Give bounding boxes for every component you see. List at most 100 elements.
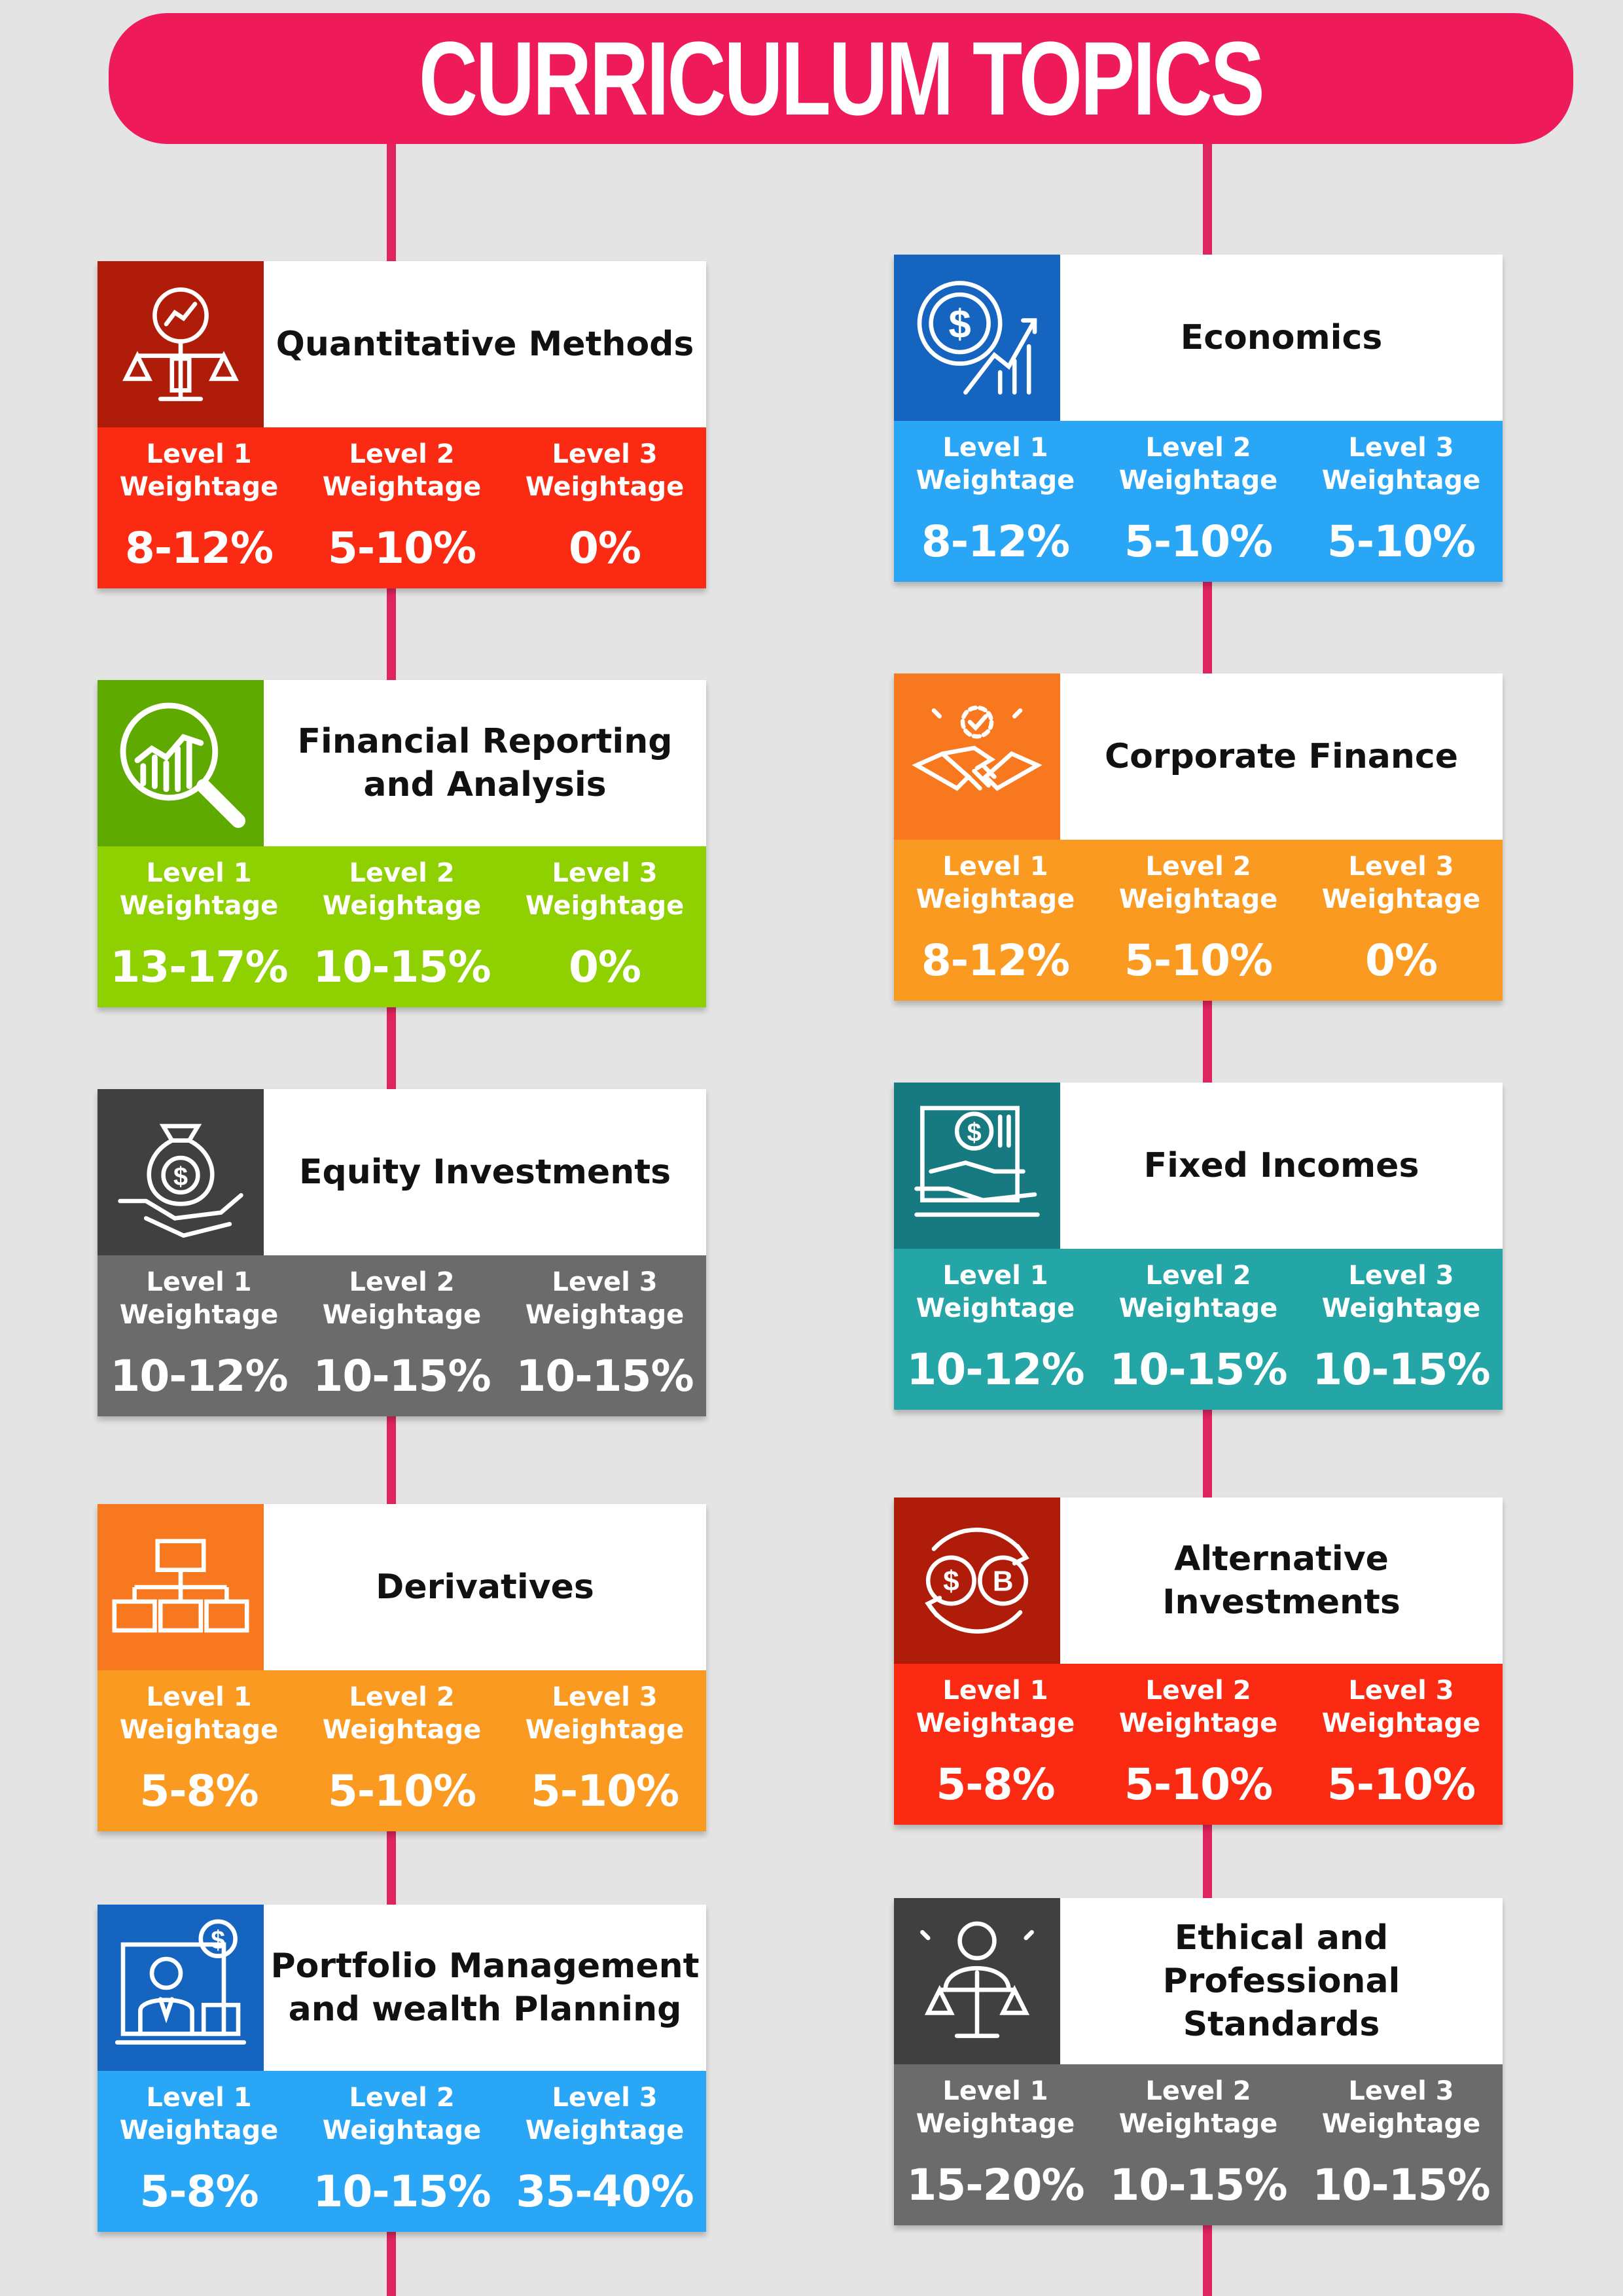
level-2-weightage: 5-10%	[1124, 1759, 1273, 1810]
level-3-column: Level 3 Weightage 10-15%	[1300, 1249, 1503, 1410]
topic-title: Portfolio Management and wealth Planning	[270, 1946, 700, 2029]
level-3-weightage: 0%	[568, 523, 641, 573]
svg-text:$: $	[943, 1565, 959, 1597]
topic-title: Equity Investments	[298, 1153, 671, 1192]
level-1-weightage: 5-8%	[139, 2166, 259, 2217]
level-1-column: Level 1 Weightage 5-8%	[894, 1664, 1097, 1825]
topic-card-header: Quantitative Methods	[98, 261, 706, 427]
level-1-label: Level 1 Weightage	[119, 2083, 279, 2145]
hierarchy-icon	[98, 1504, 264, 1670]
topic-title: Corporate Finance	[1104, 737, 1458, 776]
dollar-growth-icon: $	[894, 255, 1060, 421]
weightage-band: Level 1 Weightage 8-12% Level 2 Weightag…	[894, 840, 1503, 1001]
topic-card-header: $ Equity Investments	[98, 1089, 706, 1255]
level-1-label: Level 1 Weightage	[916, 2076, 1075, 2139]
topic-title: Derivatives	[376, 1568, 594, 1607]
level-2-column: Level 2 Weightage 10-15%	[300, 1255, 503, 1416]
topic-card-header: $ Fixed Incomes	[894, 1083, 1503, 1249]
level-2-label: Level 2 Weightage	[322, 2083, 482, 2145]
magnifier-chart-icon	[98, 680, 264, 846]
level-1-column: Level 1 Weightage 10-12%	[894, 1249, 1097, 1410]
topic-card: $ B Alternative Investments Level 1 Weig…	[894, 1498, 1503, 1825]
level-3-label: Level 3 Weightage	[1321, 2076, 1481, 2139]
level-2-column: Level 2 Weightage 10-15%	[300, 846, 503, 1007]
level-2-label: Level 2 Weightage	[322, 439, 482, 502]
level-1-weightage: 8-12%	[921, 935, 1070, 986]
level-3-column: Level 3 Weightage 0%	[503, 846, 706, 1007]
topic-card: Financial Reporting and Analysis Level 1…	[98, 680, 706, 1007]
topic-title: Financial Reporting and Analysis	[297, 722, 673, 804]
svg-text:$: $	[173, 1162, 188, 1191]
level-1-label: Level 1 Weightage	[916, 1676, 1075, 1738]
level-2-column: Level 2 Weightage 5-10%	[1097, 421, 1300, 582]
level-3-label: Level 3 Weightage	[525, 1267, 685, 1330]
money-bag-hand-icon: $	[98, 1089, 264, 1255]
level-1-label: Level 1 Weightage	[119, 858, 279, 921]
level-3-label: Level 3 Weightage	[525, 858, 685, 921]
level-1-weightage: 15-20%	[906, 2160, 1084, 2210]
handshake-icon	[894, 673, 1060, 840]
level-3-column: Level 3 Weightage 0%	[1300, 840, 1503, 1001]
level-3-column: Level 3 Weightage 5-10%	[1300, 1664, 1503, 1825]
advisor-icon: $	[98, 1905, 264, 2071]
page-title: CURRICULUM TOPICS	[419, 20, 1265, 137]
level-2-label: Level 2 Weightage	[1118, 1261, 1278, 1323]
level-3-weightage: 10-15%	[1312, 1344, 1490, 1395]
level-2-label: Level 2 Weightage	[1118, 1676, 1278, 1738]
level-2-label: Level 2 Weightage	[322, 1267, 482, 1330]
level-2-column: Level 2 Weightage 5-10%	[1097, 840, 1300, 1001]
topic-card: Derivatives Level 1 Weightage 5-8% Level…	[98, 1504, 706, 1831]
topic-card: $ Fixed Incomes Level 1 Weightage 10-12%…	[894, 1083, 1503, 1410]
level-2-label: Level 2 Weightage	[322, 1682, 482, 1745]
topic-title: Ethical and Professional Standards	[1162, 1918, 1400, 2044]
level-3-weightage: 0%	[568, 942, 641, 992]
level-3-weightage: 5-10%	[530, 1766, 679, 1816]
level-2-weightage: 10-15%	[1109, 1344, 1287, 1395]
level-3-label: Level 3 Weightage	[1321, 1676, 1481, 1738]
level-2-label: Level 2 Weightage	[1118, 433, 1278, 495]
topic-title: Quantitative Methods	[276, 325, 694, 364]
topic-title: Fixed Incomes	[1143, 1146, 1419, 1185]
level-1-column: Level 1 Weightage 5-8%	[98, 2071, 300, 2232]
level-2-weightage: 10-15%	[313, 2166, 491, 2217]
topic-card: Ethical and Professional Standards Level…	[894, 1898, 1503, 2225]
level-1-weightage: 13-17%	[110, 942, 288, 992]
level-2-weightage: 5-10%	[327, 523, 476, 573]
weightage-band: Level 1 Weightage 10-12% Level 2 Weighta…	[894, 1249, 1503, 1410]
topic-card-header: Ethical and Professional Standards	[894, 1898, 1503, 2064]
level-1-column: Level 1 Weightage 13-17%	[98, 846, 300, 1007]
level-3-weightage: 5-10%	[1327, 1759, 1476, 1810]
level-2-weightage: 5-10%	[327, 1766, 476, 1816]
level-3-weightage: 5-10%	[1327, 516, 1476, 567]
weightage-band: Level 1 Weightage 5-8% Level 2 Weightage…	[98, 2071, 706, 2232]
topic-card-header: $ Economics	[894, 255, 1503, 421]
weightage-band: Level 1 Weightage 15-20% Level 2 Weighta…	[894, 2064, 1503, 2225]
level-3-label: Level 3 Weightage	[525, 439, 685, 502]
level-2-label: Level 2 Weightage	[322, 858, 482, 921]
level-2-weightage: 10-15%	[313, 1351, 491, 1401]
level-1-label: Level 1 Weightage	[119, 1682, 279, 1745]
level-1-weightage: 5-8%	[936, 1759, 1055, 1810]
level-2-label: Level 2 Weightage	[1118, 2076, 1278, 2139]
level-2-column: Level 2 Weightage 5-10%	[300, 427, 503, 588]
level-3-weightage: 35-40%	[516, 2166, 694, 2217]
level-3-column: Level 3 Weightage 35-40%	[503, 2071, 706, 2232]
level-3-weightage: 10-15%	[516, 1351, 694, 1401]
level-3-label: Level 3 Weightage	[1321, 1261, 1481, 1323]
level-1-column: Level 1 Weightage 15-20%	[894, 2064, 1097, 2225]
topic-card-header: Financial Reporting and Analysis	[98, 680, 706, 846]
person-scale-icon	[894, 1898, 1060, 2064]
level-1-label: Level 1 Weightage	[119, 1267, 279, 1330]
weightage-band: Level 1 Weightage 8-12% Level 2 Weightag…	[894, 421, 1503, 582]
level-3-label: Level 3 Weightage	[525, 1682, 685, 1745]
svg-text:$: $	[967, 1119, 982, 1147]
title-banner: CURRICULUM TOPICS	[109, 13, 1573, 144]
level-3-label: Level 3 Weightage	[1321, 433, 1481, 495]
level-1-weightage: 8-12%	[124, 523, 274, 573]
topic-title: Alternative Investments	[1162, 1539, 1400, 1622]
level-3-weightage: 10-15%	[1312, 2160, 1490, 2210]
dollar-hand-icon: $	[894, 1083, 1060, 1249]
topic-card: Quantitative Methods Level 1 Weightage 8…	[98, 261, 706, 588]
weightage-band: Level 1 Weightage 5-8% Level 2 Weightage…	[894, 1664, 1503, 1825]
weightage-band: Level 1 Weightage 13-17% Level 2 Weighta…	[98, 846, 706, 1007]
